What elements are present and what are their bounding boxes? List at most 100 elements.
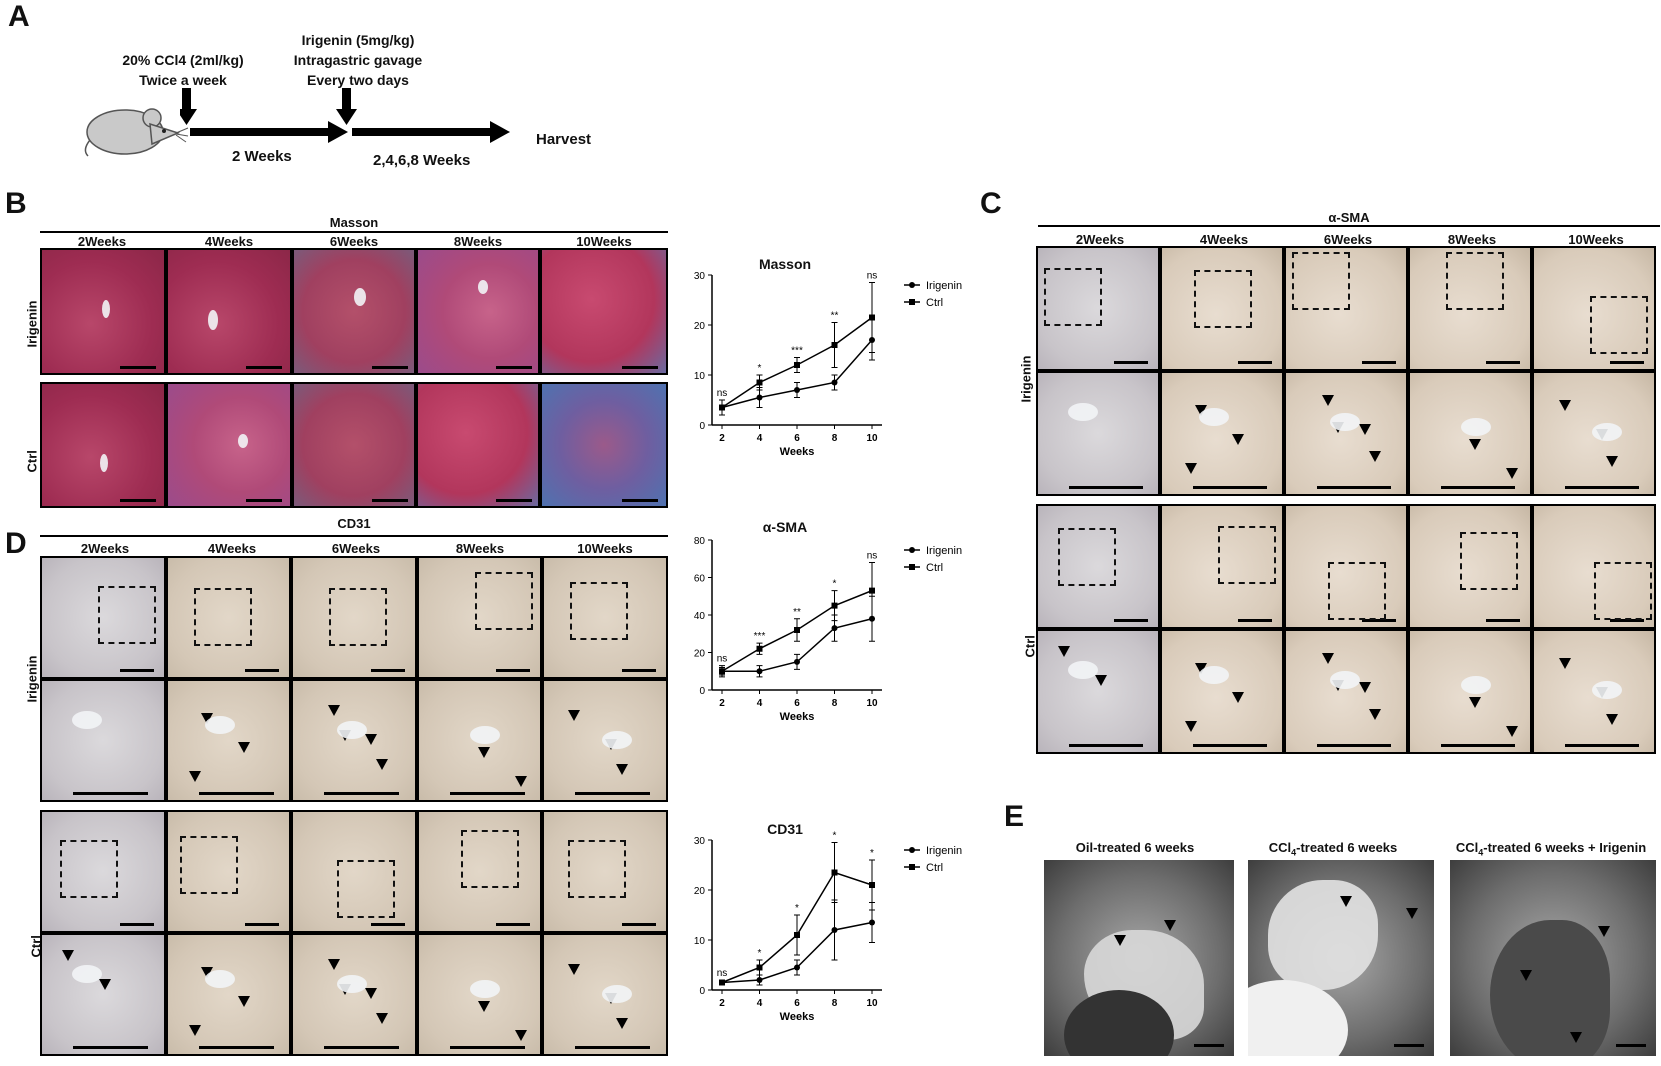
legend-label-ctrl: Ctrl <box>926 562 943 574</box>
significance-label: ns <box>717 968 728 979</box>
x-tick-label: 2 <box>719 998 725 1009</box>
zoom-region-box <box>329 588 388 646</box>
em-ccl4-irigenin-image <box>1450 860 1656 1056</box>
arrowhead-marker <box>1506 468 1518 479</box>
masson-chart: Masson 0 10 20 30 2 4 6 8 10 Weeks ns * *** ** ns Irige… <box>680 250 1020 490</box>
legend-marker <box>909 564 915 570</box>
em-ccl4-image <box>1248 860 1434 1056</box>
panel-d-rule <box>40 535 668 537</box>
significance-label: * <box>833 579 837 590</box>
arrowhead-marker <box>1232 434 1244 445</box>
vessel-lumen <box>1199 408 1229 426</box>
irigenin-dose-label: Irigenin (5mg/kg) <box>301 32 415 48</box>
significance-label: ns <box>717 654 728 665</box>
vessel-lumen <box>1068 661 1098 679</box>
zoom-region-box <box>1446 252 1504 310</box>
cd31-r2-c0-image <box>40 810 166 933</box>
asma-r2-c4-image <box>1532 504 1656 629</box>
y-tick-label: 10 <box>694 936 706 947</box>
d-col-4weeks: 4Weeks <box>207 541 257 556</box>
scale-bar <box>1610 619 1644 622</box>
arrowhead-marker <box>567 964 580 975</box>
y-tick-label: 0 <box>699 986 705 997</box>
asma-r0-c3-image <box>1408 246 1532 371</box>
scale-bar <box>621 669 656 672</box>
scale-bar <box>1565 744 1639 747</box>
asma-r3-c1-image <box>1160 629 1284 754</box>
arrowhead-marker <box>1559 658 1571 669</box>
masson-ctrl-8w-image <box>416 382 540 508</box>
cd31-r1-c1-image <box>165 679 292 802</box>
arrowhead-marker <box>62 950 74 961</box>
data-point-ctrl <box>831 869 838 876</box>
data-point-ctrl <box>794 362 800 368</box>
x-tick-label: 8 <box>832 433 838 444</box>
data-point-ctrl <box>756 379 763 386</box>
legend-label-ctrl: Ctrl <box>926 862 943 874</box>
scale-bar <box>1317 486 1391 489</box>
d-col-8weeks: 8Weeks <box>455 541 505 556</box>
x-tick-label: 10 <box>866 698 878 709</box>
scale-bar <box>245 923 280 926</box>
scale-bar <box>324 792 400 795</box>
arrowhead-marker <box>99 979 111 990</box>
zoom-region-box <box>1594 562 1652 620</box>
asma-r0-c1-image <box>1160 246 1284 371</box>
significance-label: * <box>795 903 799 914</box>
asma-r3-c3-image <box>1408 629 1532 754</box>
b-col-2weeks: 2Weeks <box>77 234 127 249</box>
asma-chart-title: α-SMA <box>762 519 808 535</box>
scale-bar <box>1362 361 1396 364</box>
data-point-ctrl <box>869 587 875 594</box>
y-tick-label: 20 <box>694 649 706 660</box>
b-col-10weeks: 10Weeks <box>576 234 632 249</box>
data-point-ctrl <box>869 314 875 321</box>
scale-bar <box>1441 744 1515 747</box>
vessel-lumen <box>469 726 500 744</box>
x-axis-label: Weeks <box>780 711 815 723</box>
arrowhead-marker <box>327 705 340 716</box>
data-point-irigenin <box>794 387 800 393</box>
asma-r1-c0-image <box>1036 371 1160 496</box>
vessel-lumen <box>602 985 633 1003</box>
asma-image-grid <box>1036 246 1660 757</box>
masson-ctrl-4w-image <box>166 382 292 508</box>
c-col-8weeks: 8Weeks <box>1447 232 1497 247</box>
scale-bar <box>1317 744 1391 747</box>
zoom-region-box <box>570 582 629 640</box>
arrowhead-marker <box>200 713 213 724</box>
data-point-irigenin <box>794 658 800 665</box>
cd31-r3-c0-image <box>40 933 166 1056</box>
significance-label: *** <box>791 346 803 357</box>
arrowhead-marker <box>188 1025 201 1036</box>
vessel-lumen <box>1592 681 1622 699</box>
masson-irigenin-4w-image <box>166 248 292 375</box>
data-point-ctrl <box>794 932 800 938</box>
cd31-r3-c4-image <box>542 933 668 1056</box>
scale-bar <box>1193 486 1267 489</box>
arrowhead-marker <box>1606 714 1618 725</box>
scale-bar <box>1441 486 1515 489</box>
vessel-lumen <box>1199 666 1229 684</box>
cd31-r1-c4-image <box>542 679 668 802</box>
zoom-region-box <box>98 586 156 644</box>
scale-bar <box>1486 361 1520 364</box>
cd31-r3-c2-image <box>291 933 417 1056</box>
x-tick-label: 6 <box>794 433 800 444</box>
harvest-label: Harvest <box>536 131 592 148</box>
zoom-region-box <box>337 860 396 918</box>
c-col-2weeks: 2Weeks <box>1075 232 1125 247</box>
c-col-6weeks: 6Weeks <box>1323 232 1373 247</box>
timeline-arrows <box>180 88 510 143</box>
arrowhead-marker <box>1559 400 1571 411</box>
data-point-ctrl <box>831 342 838 348</box>
arrowhead-marker <box>188 771 201 782</box>
x-tick-label: 8 <box>832 698 838 709</box>
scale-bar <box>1238 619 1272 622</box>
data-point-irigenin <box>756 394 763 401</box>
y-tick-label: 0 <box>699 686 705 697</box>
legend-marker <box>909 282 915 288</box>
scale-bar <box>496 669 531 672</box>
arrowhead-marker <box>1322 653 1334 664</box>
